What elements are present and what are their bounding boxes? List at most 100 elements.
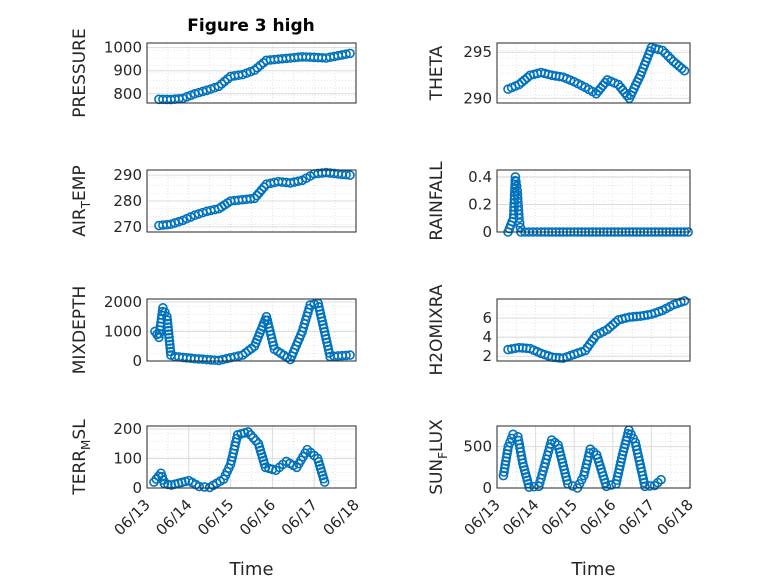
series-markers <box>149 427 330 493</box>
x-tick-label: 06/14 <box>152 496 195 539</box>
x-tick-label: 06/16 <box>236 496 279 539</box>
axes-frame <box>496 298 691 362</box>
data-point <box>174 216 184 227</box>
data-point <box>164 332 174 343</box>
x-tick-label: 06/13 <box>111 496 154 539</box>
y-tick-label: 0 <box>132 352 142 370</box>
data-point <box>341 49 351 59</box>
data-point <box>602 324 613 335</box>
panel-mixdepth: 0 1000 2000 MIXDEPTH <box>70 286 357 375</box>
data-point <box>163 322 173 332</box>
data-point <box>644 481 655 491</box>
data-point <box>319 477 330 487</box>
x-axis-label: Time <box>228 559 273 580</box>
panel-air_temp: 270 280 290 AIRTEMP <box>70 165 357 237</box>
y-tick-label: 295 <box>463 43 492 61</box>
data-point <box>163 329 174 339</box>
series-markers <box>503 42 690 104</box>
data-point <box>309 299 320 309</box>
x-tick-label: 06/15 <box>194 496 237 539</box>
data-point <box>345 170 355 180</box>
data-point <box>665 53 676 64</box>
data-point <box>660 48 670 58</box>
axes-frame <box>496 425 691 489</box>
data-point <box>249 193 260 204</box>
data-point <box>345 48 355 59</box>
data-point <box>293 176 304 186</box>
data-point <box>341 350 351 361</box>
data-point <box>679 296 690 306</box>
panel-pressure: 800 900 1000 PRESSURE <box>70 28 357 118</box>
panel-h2omixra: 246 H2OMIXRA <box>427 284 691 376</box>
series-markers <box>498 425 666 493</box>
y-tick-label: 270 <box>113 218 142 236</box>
data-point <box>165 343 175 353</box>
axes-frame <box>146 298 357 362</box>
data-point <box>656 474 666 485</box>
panel-theta: 290 295 THETA <box>427 42 691 107</box>
data-point <box>600 77 610 88</box>
axes-frame <box>146 42 357 104</box>
data-point <box>519 75 530 85</box>
data-point <box>162 311 172 322</box>
axes-frame <box>496 169 691 233</box>
data-point <box>640 481 650 492</box>
data-point <box>605 322 615 332</box>
data-point <box>517 77 527 88</box>
y-tick-label: 800 <box>113 85 142 103</box>
x-tick-label: 06/17 <box>278 496 321 539</box>
y-axis-label: H2OMIXRA <box>427 284 447 375</box>
y-tick-label: 2000 <box>104 293 142 311</box>
y-axis-label: RAINFALL <box>427 161 447 241</box>
x-tick-label: 06/17 <box>615 496 658 539</box>
y-tick-label: 4 <box>482 328 492 346</box>
y-tick-label: 1000 <box>104 39 142 57</box>
data-point <box>607 319 618 330</box>
data-point <box>508 429 518 440</box>
data-point <box>524 482 534 492</box>
data-point <box>668 56 679 67</box>
data-point <box>511 176 521 187</box>
data-point <box>657 45 668 56</box>
data-point <box>663 51 673 61</box>
data-point <box>514 213 524 224</box>
x-tick-label: 06/18 <box>654 496 697 539</box>
y-tick-label: 0 <box>482 223 492 241</box>
data-point <box>164 336 175 346</box>
data-point <box>194 481 205 492</box>
x-tick-label: 06/14 <box>499 496 542 539</box>
data-point <box>254 187 265 198</box>
data-point <box>341 169 351 180</box>
y-axis-label: MIXDEPTH <box>70 286 90 375</box>
y-tick-label: 1000 <box>104 322 142 340</box>
series-markers <box>503 296 690 363</box>
data-point <box>243 427 253 437</box>
y-tick-label: 0.4 <box>468 168 492 186</box>
data-point <box>248 433 259 443</box>
data-point <box>679 65 690 76</box>
series-markers <box>154 167 355 231</box>
data-point <box>510 172 521 182</box>
data-point <box>345 350 355 360</box>
data-point <box>162 318 173 329</box>
y-tick-label: 2 <box>482 347 492 365</box>
data-point <box>671 58 682 69</box>
x-tick-label: 06/13 <box>461 496 504 539</box>
figure-title: Figure 3 high <box>187 16 315 36</box>
x-tick-label: 06/18 <box>320 496 363 539</box>
x-tick-label: 06/15 <box>538 496 581 539</box>
y-tick-label: 100 <box>113 449 142 467</box>
data-point <box>252 190 262 201</box>
data-point <box>256 185 267 195</box>
data-point <box>674 61 684 71</box>
data-point <box>163 325 174 336</box>
y-tick-label: 280 <box>113 192 142 210</box>
data-point <box>606 480 616 490</box>
y-axis-label: AIRTEMP <box>70 165 93 236</box>
panel-rainfall: 0 0.2 0.4 RAINFALL <box>427 161 693 241</box>
data-point <box>209 82 220 93</box>
y-tick-label: 200 <box>113 420 142 438</box>
